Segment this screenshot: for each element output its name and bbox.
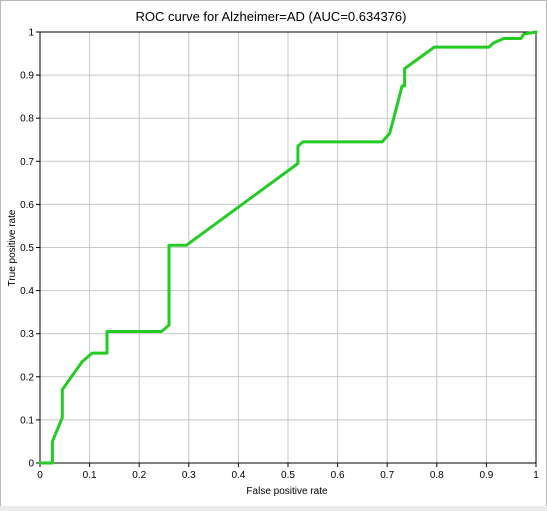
y-tick-label: 0.3: [20, 329, 34, 340]
x-tick-label: 0.6: [331, 470, 345, 481]
x-tick-label: 0.3: [182, 470, 196, 481]
y-tick-label: 0: [28, 459, 34, 470]
x-tick-label: 0.7: [380, 470, 394, 481]
y-tick-label: 1: [28, 28, 34, 39]
x-tick-label: 0.5: [281, 470, 295, 481]
y-tick-label: 0.1: [20, 415, 34, 426]
y-tick-label: 0.8: [20, 114, 34, 125]
y-tick-label: 0.4: [20, 286, 34, 297]
x-tick-label: 0.4: [231, 470, 245, 481]
window-bottom-strip: [0, 506, 547, 511]
axis-ticks: 0 0.1 0.2 0.3 0.4 0.5 0.6 0.7 0.8 0.9 1 0 0.1 0.2 0.3 0…: [20, 28, 539, 482]
x-tick-label: 0.1: [83, 470, 97, 481]
y-tick-label: 0.5: [20, 243, 34, 254]
chart-title: ROC curve for Alzheimer=AD (AUC=0.634376…: [136, 9, 407, 24]
y-tick-label: 0.2: [20, 372, 34, 383]
y-tick-label: 0.9: [20, 71, 34, 82]
x-tick-label: 0.8: [430, 470, 444, 481]
x-axis-label: False positive rate: [246, 486, 328, 497]
x-tick-label: 0: [37, 470, 43, 481]
y-tick-label: 0.7: [20, 157, 34, 168]
x-tick-label: 0.2: [132, 470, 146, 481]
x-tick-label: 0.9: [479, 470, 493, 481]
grid: [39, 31, 537, 464]
y-tick-label: 0.6: [20, 200, 34, 211]
roc-curve-line: [38, 30, 538, 465]
y-axis-label: True positive rate: [7, 209, 18, 286]
x-tick-label: 1: [533, 470, 539, 481]
